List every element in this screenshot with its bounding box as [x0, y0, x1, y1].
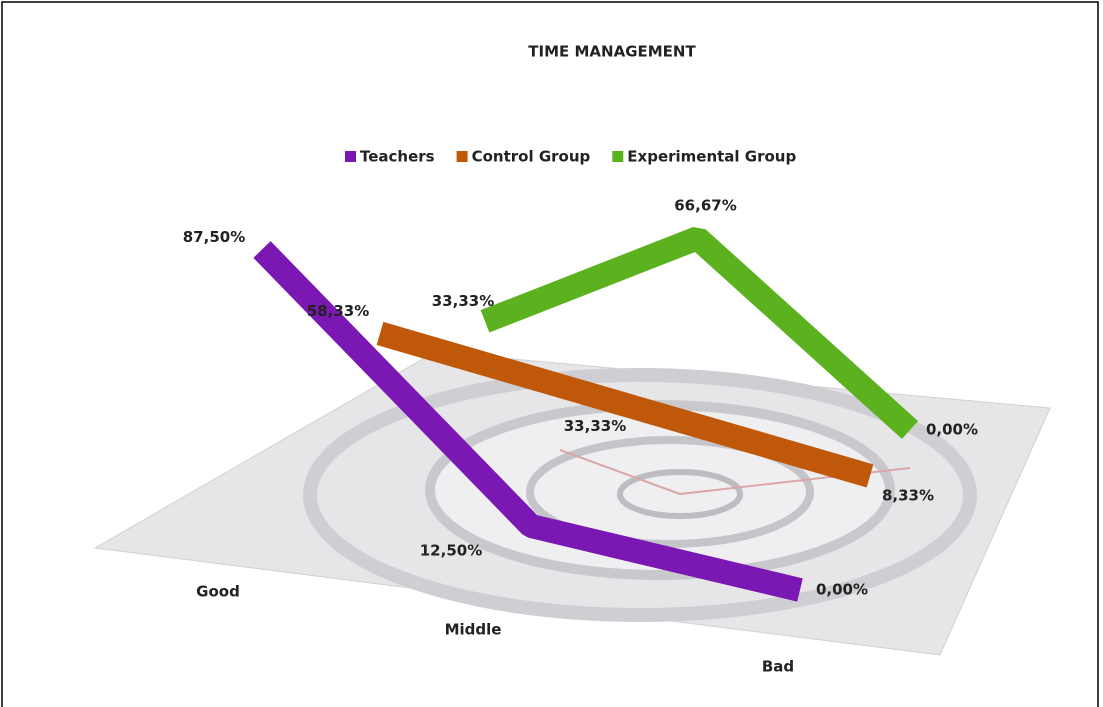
chart: TIME MANAGEMENT Good Middle Bad Teachers Con…	[0, 0, 1103, 707]
value-label: 33,33%	[432, 292, 494, 310]
legend-label: Experimental Group	[627, 148, 796, 166]
x-tick-label: Good	[196, 583, 240, 601]
x-tick-label: Bad	[762, 658, 794, 676]
value-label: 87,50%	[183, 228, 245, 246]
value-label: 58,33%	[307, 302, 369, 320]
value-label: 0,00%	[816, 581, 868, 599]
x-tick-label: Middle	[445, 621, 502, 639]
value-label: 66,67%	[674, 197, 736, 215]
chart-title: TIME MANAGEMENT	[528, 43, 696, 61]
value-label: 12,50%	[420, 542, 482, 560]
value-label: 8,33%	[882, 486, 934, 504]
legend-swatch	[612, 151, 623, 162]
value-label: 33,33%	[564, 417, 626, 435]
legend-label: Control Group	[472, 148, 591, 166]
legend-swatch	[345, 151, 356, 162]
value-label: 0,00%	[926, 421, 978, 439]
legend-swatch	[457, 151, 468, 162]
legend-label: Teachers	[360, 148, 435, 166]
